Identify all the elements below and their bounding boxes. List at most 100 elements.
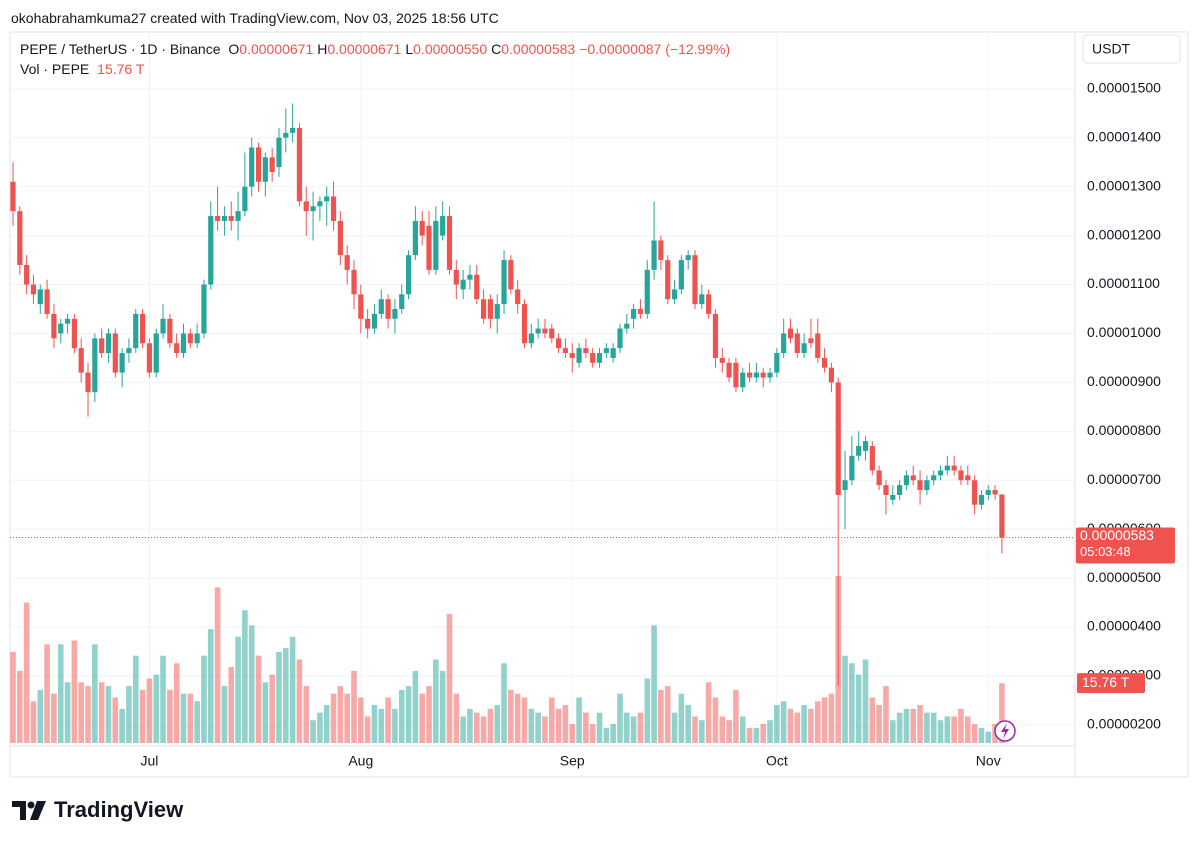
candle-body bbox=[883, 485, 889, 495]
volume-value: 15.76 T bbox=[97, 61, 145, 77]
candle-body bbox=[937, 470, 944, 476]
volume-bar bbox=[548, 697, 555, 743]
candle-body bbox=[99, 338, 105, 354]
candle-body bbox=[174, 343, 180, 354]
candle-body bbox=[351, 269, 357, 295]
volume-bar bbox=[705, 682, 712, 743]
volume-bar bbox=[801, 705, 807, 743]
volume-bar bbox=[699, 720, 705, 743]
candle-body bbox=[944, 465, 950, 471]
currency-box[interactable] bbox=[1082, 34, 1181, 64]
candle-body bbox=[208, 216, 214, 285]
candle-body bbox=[480, 299, 487, 319]
volume-bar bbox=[726, 720, 732, 743]
candle-body bbox=[399, 294, 405, 310]
candle-body bbox=[856, 446, 862, 456]
volume-legend: Vol · PEPE 15.76 T bbox=[20, 61, 148, 77]
volume-bar bbox=[937, 720, 944, 743]
volume-bar bbox=[283, 648, 289, 743]
candle-body bbox=[849, 455, 855, 481]
y-tick-label: 0.00000900 bbox=[1087, 373, 1161, 389]
volume-bar bbox=[426, 686, 432, 743]
volume-bar bbox=[889, 720, 896, 743]
candle-body bbox=[92, 338, 98, 393]
x-tick-label: Jul bbox=[140, 753, 158, 769]
ohlc-value: 0.00000583 bbox=[501, 41, 576, 57]
volume-bar bbox=[119, 708, 125, 743]
candle-body bbox=[105, 333, 112, 354]
candle-body bbox=[440, 216, 446, 236]
candle-body bbox=[405, 255, 412, 295]
candle-body bbox=[726, 362, 732, 378]
volume-bar bbox=[555, 708, 562, 743]
volume-bar bbox=[344, 693, 350, 743]
candle-body bbox=[985, 490, 991, 495]
volume-bar bbox=[276, 651, 282, 743]
candle-body bbox=[910, 475, 916, 481]
volume-bar bbox=[85, 686, 91, 743]
volume-bar bbox=[262, 682, 269, 743]
candle-body bbox=[603, 348, 609, 354]
candle-body bbox=[296, 127, 303, 202]
volume-bar bbox=[951, 716, 957, 743]
candle-body bbox=[112, 333, 118, 373]
candle-body bbox=[787, 328, 794, 339]
candle-body bbox=[617, 328, 623, 349]
y-tick-label: 0.00001500 bbox=[1087, 80, 1161, 96]
candle-body bbox=[119, 353, 125, 373]
volume-bar bbox=[473, 712, 480, 743]
ohlc-value: 0.00000671 bbox=[327, 41, 402, 57]
volume-bar bbox=[842, 655, 848, 743]
volume-bar bbox=[944, 716, 951, 743]
symbol-legend: PEPE / TetherUS · 1D · Binance O0.000006… bbox=[20, 41, 734, 57]
candle-body bbox=[426, 225, 432, 270]
candle-body bbox=[972, 480, 978, 505]
candle-body bbox=[392, 309, 398, 319]
volume-layer bbox=[10, 576, 1005, 743]
volume-bar bbox=[17, 670, 23, 743]
candle-body bbox=[821, 357, 828, 368]
volume-bar bbox=[10, 651, 16, 743]
volume-bar bbox=[139, 689, 146, 743]
volume-bar bbox=[201, 655, 207, 743]
candle-body bbox=[453, 269, 459, 285]
volume-bar bbox=[562, 705, 569, 743]
volume-bar bbox=[92, 644, 98, 743]
candle-body bbox=[521, 304, 528, 344]
volume-bar bbox=[849, 663, 855, 743]
candle-body bbox=[365, 318, 371, 329]
candle-body bbox=[631, 309, 637, 319]
volume-bar bbox=[323, 705, 330, 743]
candle-body bbox=[153, 333, 159, 373]
volume-bar bbox=[808, 708, 814, 743]
candle-body bbox=[487, 299, 493, 319]
candle-body bbox=[126, 348, 132, 354]
volume-bar bbox=[51, 693, 57, 743]
candle-body bbox=[508, 260, 514, 290]
candle-body bbox=[139, 313, 146, 344]
volume-bar bbox=[132, 655, 139, 743]
candle-body bbox=[671, 289, 678, 300]
candle-body bbox=[549, 328, 555, 339]
volume-name: Vol · PEPE bbox=[20, 61, 90, 77]
volume-bar bbox=[958, 708, 964, 743]
volume-bar bbox=[719, 716, 726, 743]
volume-bar bbox=[658, 689, 664, 743]
volume-bar bbox=[589, 724, 596, 743]
candle-body bbox=[903, 475, 910, 486]
candle-body bbox=[146, 343, 152, 373]
volume-bar bbox=[999, 683, 1005, 743]
volume-bar bbox=[57, 644, 64, 743]
candle-body bbox=[194, 333, 200, 344]
candle-body bbox=[699, 294, 705, 305]
candle-body bbox=[324, 196, 330, 202]
ohlc-key: O bbox=[228, 41, 240, 57]
volume-bar bbox=[685, 705, 691, 743]
candle-body bbox=[412, 220, 418, 256]
x-tick-label: Oct bbox=[766, 753, 788, 769]
price-tag-value: 0.00000583 bbox=[1080, 527, 1154, 543]
candle-body bbox=[276, 137, 282, 168]
volume-bar bbox=[924, 712, 930, 743]
candle-body bbox=[733, 362, 739, 388]
